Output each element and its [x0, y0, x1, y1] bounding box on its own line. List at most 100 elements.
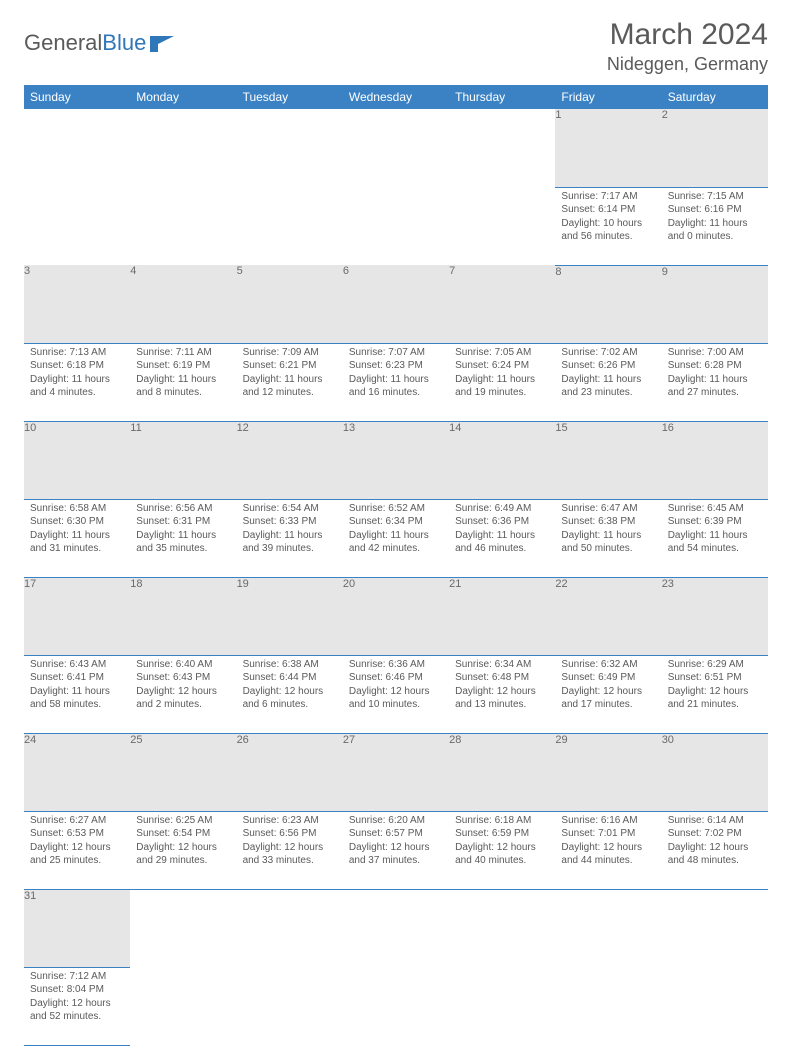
day-number: 26 [237, 733, 343, 811]
day-cell: Sunrise: 6:38 AMSunset: 6:44 PMDaylight:… [237, 655, 343, 733]
day-cell: Sunrise: 6:14 AMSunset: 7:02 PMDaylight:… [662, 811, 768, 889]
logo-text-1: General [24, 30, 102, 56]
daylight-text: Daylight: 12 hours and 44 minutes. [561, 841, 655, 868]
sunset-text: Sunset: 6:24 PM [455, 359, 549, 373]
sunset-text: Sunset: 7:01 PM [561, 827, 655, 841]
sunset-text: Sunset: 6:30 PM [30, 515, 124, 529]
day-details: Sunrise: 6:25 AMSunset: 6:54 PMDaylight:… [130, 812, 236, 872]
day-cell: Sunrise: 6:45 AMSunset: 6:39 PMDaylight:… [662, 499, 768, 577]
day-cell: Sunrise: 6:52 AMSunset: 6:34 PMDaylight:… [343, 499, 449, 577]
day-details: Sunrise: 7:05 AMSunset: 6:24 PMDaylight:… [449, 344, 555, 404]
day-number: 2 [662, 109, 768, 187]
weekday-header: Tuesday [237, 85, 343, 109]
day-cell: Sunrise: 6:18 AMSunset: 6:59 PMDaylight:… [449, 811, 555, 889]
day-cell: Sunrise: 6:34 AMSunset: 6:48 PMDaylight:… [449, 655, 555, 733]
day-details: Sunrise: 6:36 AMSunset: 6:46 PMDaylight:… [343, 656, 449, 716]
sunrise-text: Sunrise: 6:23 AM [243, 814, 337, 828]
daylight-text: Daylight: 12 hours and 2 minutes. [136, 685, 230, 712]
day-cell: Sunrise: 7:07 AMSunset: 6:23 PMDaylight:… [343, 343, 449, 421]
sunset-text: Sunset: 7:02 PM [668, 827, 762, 841]
day-details: Sunrise: 6:14 AMSunset: 7:02 PMDaylight:… [662, 812, 768, 872]
day-cell: Sunrise: 7:05 AMSunset: 6:24 PMDaylight:… [449, 343, 555, 421]
day-cell [343, 967, 449, 1045]
day-details: Sunrise: 7:11 AMSunset: 6:19 PMDaylight:… [130, 344, 236, 404]
sunset-text: Sunset: 6:31 PM [136, 515, 230, 529]
day-cell [555, 967, 661, 1045]
day-number: 7 [449, 265, 555, 343]
daylight-text: Daylight: 12 hours and 13 minutes. [455, 685, 549, 712]
day-cell: Sunrise: 7:09 AMSunset: 6:21 PMDaylight:… [237, 343, 343, 421]
day-details: Sunrise: 6:49 AMSunset: 6:36 PMDaylight:… [449, 500, 555, 560]
sunset-text: Sunset: 6:33 PM [243, 515, 337, 529]
day-content-row: Sunrise: 6:43 AMSunset: 6:41 PMDaylight:… [24, 655, 768, 733]
day-cell: Sunrise: 6:43 AMSunset: 6:41 PMDaylight:… [24, 655, 130, 733]
daylight-text: Daylight: 11 hours and 35 minutes. [136, 529, 230, 556]
sunset-text: Sunset: 6:46 PM [349, 671, 443, 685]
day-number: 16 [662, 421, 768, 499]
weekday-header-row: SundayMondayTuesdayWednesdayThursdayFrid… [24, 85, 768, 109]
day-number: 30 [662, 733, 768, 811]
location: Nideggen, Germany [607, 54, 768, 75]
daylight-text: Daylight: 12 hours and 25 minutes. [30, 841, 124, 868]
daylight-text: Daylight: 12 hours and 21 minutes. [668, 685, 762, 712]
sunrise-text: Sunrise: 6:32 AM [561, 658, 655, 672]
sunset-text: Sunset: 6:39 PM [668, 515, 762, 529]
day-number-row: 10111213141516 [24, 421, 768, 499]
sunset-text: Sunset: 6:51 PM [668, 671, 762, 685]
weekday-header: Thursday [449, 85, 555, 109]
day-number: 25 [130, 733, 236, 811]
weekday-header: Friday [555, 85, 661, 109]
day-cell [237, 967, 343, 1045]
sunrise-text: Sunrise: 6:45 AM [668, 502, 762, 516]
day-number: 10 [24, 421, 130, 499]
sunset-text: Sunset: 6:53 PM [30, 827, 124, 841]
sunset-text: Sunset: 6:28 PM [668, 359, 762, 373]
day-details: Sunrise: 7:13 AMSunset: 6:18 PMDaylight:… [24, 344, 130, 404]
day-cell: Sunrise: 6:20 AMSunset: 6:57 PMDaylight:… [343, 811, 449, 889]
sunrise-text: Sunrise: 7:11 AM [136, 346, 230, 360]
day-number [24, 109, 130, 187]
daylight-text: Daylight: 11 hours and 8 minutes. [136, 373, 230, 400]
day-number: 22 [555, 577, 661, 655]
daylight-text: Daylight: 11 hours and 4 minutes. [30, 373, 124, 400]
sunrise-text: Sunrise: 6:36 AM [349, 658, 443, 672]
weekday-header: Sunday [24, 85, 130, 109]
sunrise-text: Sunrise: 6:20 AM [349, 814, 443, 828]
sunset-text: Sunset: 6:44 PM [243, 671, 337, 685]
daylight-text: Daylight: 11 hours and 16 minutes. [349, 373, 443, 400]
daylight-text: Daylight: 11 hours and 50 minutes. [561, 529, 655, 556]
sunrise-text: Sunrise: 6:18 AM [455, 814, 549, 828]
day-number: 24 [24, 733, 130, 811]
day-number: 9 [662, 265, 768, 343]
day-details: Sunrise: 7:00 AMSunset: 6:28 PMDaylight:… [662, 344, 768, 404]
sunrise-text: Sunrise: 7:05 AM [455, 346, 549, 360]
day-content-row: Sunrise: 7:12 AMSunset: 8:04 PMDaylight:… [24, 967, 768, 1045]
day-cell: Sunrise: 6:49 AMSunset: 6:36 PMDaylight:… [449, 499, 555, 577]
day-number [343, 109, 449, 187]
day-cell [343, 187, 449, 265]
daylight-text: Daylight: 12 hours and 10 minutes. [349, 685, 443, 712]
day-number: 23 [662, 577, 768, 655]
day-details: Sunrise: 6:47 AMSunset: 6:38 PMDaylight:… [555, 500, 661, 560]
sunrise-text: Sunrise: 6:29 AM [668, 658, 762, 672]
day-cell: Sunrise: 7:17 AMSunset: 6:14 PMDaylight:… [555, 187, 661, 265]
daylight-text: Daylight: 12 hours and 52 minutes. [30, 997, 124, 1024]
daylight-text: Daylight: 12 hours and 6 minutes. [243, 685, 337, 712]
header: GeneralBlue March 2024 Nideggen, Germany [24, 18, 768, 75]
day-cell [237, 187, 343, 265]
title-block: March 2024 Nideggen, Germany [607, 18, 768, 75]
sunrise-text: Sunrise: 7:00 AM [668, 346, 762, 360]
day-number: 11 [130, 421, 236, 499]
day-cell [130, 187, 236, 265]
sunrise-text: Sunrise: 6:43 AM [30, 658, 124, 672]
day-cell: Sunrise: 7:13 AMSunset: 6:18 PMDaylight:… [24, 343, 130, 421]
day-number-row: 24252627282930 [24, 733, 768, 811]
day-number: 12 [237, 421, 343, 499]
day-details: Sunrise: 6:45 AMSunset: 6:39 PMDaylight:… [662, 500, 768, 560]
sunrise-text: Sunrise: 6:58 AM [30, 502, 124, 516]
sunset-text: Sunset: 6:59 PM [455, 827, 549, 841]
day-number: 28 [449, 733, 555, 811]
day-cell: Sunrise: 6:54 AMSunset: 6:33 PMDaylight:… [237, 499, 343, 577]
day-number [237, 109, 343, 187]
day-number: 20 [343, 577, 449, 655]
